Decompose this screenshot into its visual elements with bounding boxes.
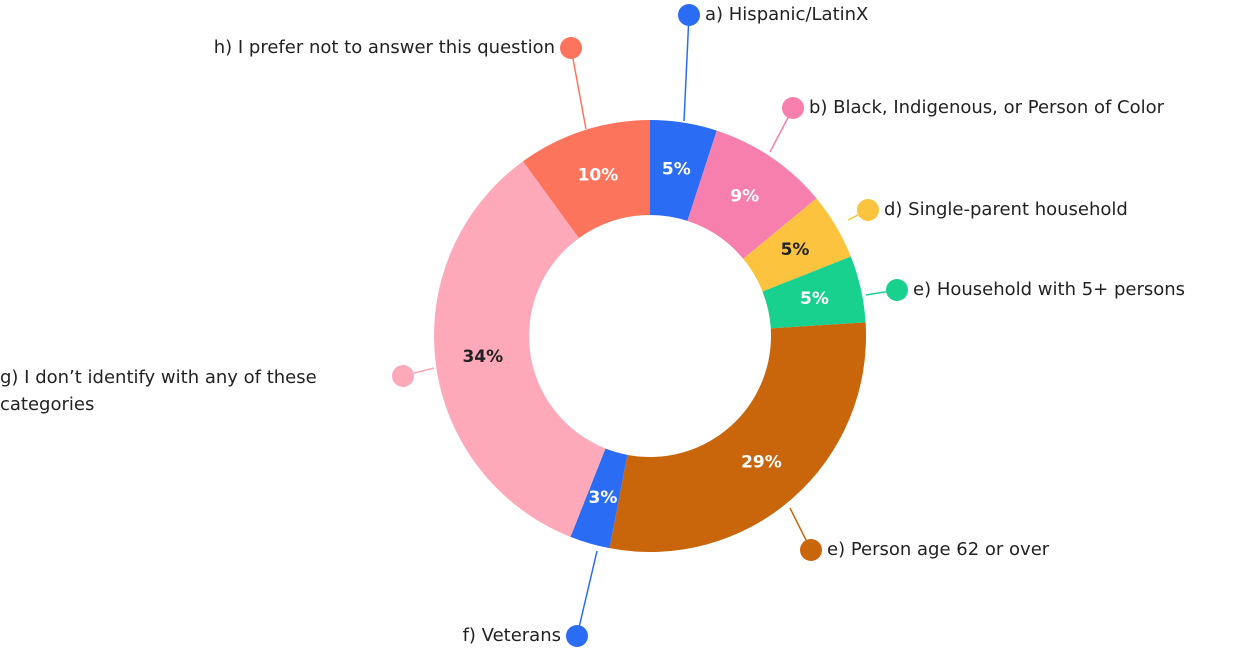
legend-dot bbox=[782, 97, 804, 119]
data-label: 29% bbox=[741, 452, 782, 472]
donut-slice bbox=[433, 161, 606, 537]
data-label: 9% bbox=[730, 187, 759, 207]
legend-dot bbox=[857, 199, 879, 221]
legend-label: e) Household with 5+ persons bbox=[913, 279, 1186, 300]
legend-dot bbox=[560, 37, 582, 59]
leader-line bbox=[570, 47, 587, 130]
legend-label: h) I prefer not to answer this question bbox=[213, 37, 555, 58]
data-label: 10% bbox=[578, 166, 619, 186]
donut-slice bbox=[762, 256, 866, 329]
legend-label: f) Veterans bbox=[462, 625, 561, 646]
donut-slice bbox=[523, 120, 650, 239]
legend-label: e) Person age 62 or over bbox=[827, 539, 1050, 560]
data-label: 5% bbox=[662, 160, 691, 180]
data-label: 34% bbox=[462, 347, 503, 367]
legend-label: g) I don’t identify with any of these ca… bbox=[0, 367, 317, 415]
legend-label: b) Black, Indigenous, or Person of Color bbox=[809, 97, 1165, 118]
donut-slice bbox=[609, 322, 867, 553]
data-label: 5% bbox=[781, 240, 810, 260]
leader-line bbox=[576, 550, 598, 637]
legend-dot bbox=[800, 539, 822, 561]
legend-dot bbox=[566, 625, 588, 647]
legend-dot bbox=[886, 279, 908, 301]
data-label: 3% bbox=[589, 488, 618, 508]
donut-slice bbox=[743, 198, 851, 292]
donut-slice bbox=[687, 130, 817, 259]
legend-label: a) Hispanic/LatinX bbox=[705, 4, 869, 25]
data-label: 5% bbox=[800, 289, 829, 309]
donut-slice bbox=[650, 120, 717, 221]
legend-dot bbox=[392, 365, 414, 387]
leader-line bbox=[683, 14, 690, 122]
donut-slice bbox=[570, 448, 628, 549]
legend-label: d) Single-parent household bbox=[884, 199, 1128, 220]
legend-dot bbox=[678, 4, 700, 26]
